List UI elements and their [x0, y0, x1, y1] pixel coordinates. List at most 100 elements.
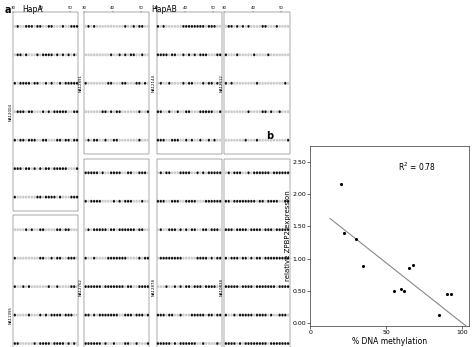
Circle shape	[93, 110, 95, 113]
Circle shape	[253, 228, 255, 231]
Circle shape	[93, 228, 95, 231]
Circle shape	[107, 171, 109, 174]
Circle shape	[76, 167, 78, 170]
Circle shape	[136, 53, 138, 56]
Circle shape	[31, 25, 33, 28]
Circle shape	[233, 82, 236, 85]
Circle shape	[116, 285, 118, 288]
Circle shape	[110, 139, 112, 142]
Circle shape	[210, 53, 213, 56]
Circle shape	[141, 53, 143, 56]
Circle shape	[276, 228, 278, 231]
Circle shape	[28, 285, 30, 288]
Circle shape	[264, 342, 267, 345]
Circle shape	[287, 342, 289, 345]
Circle shape	[113, 139, 115, 142]
Circle shape	[104, 285, 107, 288]
Circle shape	[174, 53, 176, 56]
Circle shape	[107, 110, 109, 113]
Circle shape	[191, 110, 193, 113]
Circle shape	[199, 25, 201, 28]
Circle shape	[171, 82, 173, 85]
Circle shape	[56, 285, 58, 288]
Circle shape	[25, 196, 27, 198]
Circle shape	[210, 314, 213, 316]
Circle shape	[262, 139, 264, 142]
Circle shape	[216, 139, 219, 142]
Circle shape	[67, 167, 70, 170]
Circle shape	[264, 82, 267, 85]
Circle shape	[165, 110, 168, 113]
Circle shape	[236, 314, 238, 316]
Circle shape	[104, 82, 107, 85]
Circle shape	[205, 82, 207, 85]
Circle shape	[42, 110, 44, 113]
Circle shape	[250, 257, 253, 260]
Circle shape	[136, 110, 138, 113]
Circle shape	[25, 53, 27, 56]
Circle shape	[42, 342, 44, 345]
Circle shape	[191, 228, 193, 231]
Circle shape	[264, 257, 267, 260]
Circle shape	[239, 342, 241, 345]
Bar	[13, 215, 79, 347]
Circle shape	[50, 167, 53, 170]
Circle shape	[273, 200, 275, 203]
Circle shape	[34, 285, 36, 288]
Circle shape	[28, 25, 30, 28]
Circle shape	[228, 82, 230, 85]
Circle shape	[64, 167, 67, 170]
Circle shape	[180, 314, 182, 316]
Circle shape	[34, 25, 36, 28]
Circle shape	[216, 171, 219, 174]
Circle shape	[256, 285, 258, 288]
Circle shape	[267, 110, 269, 113]
Circle shape	[157, 285, 159, 288]
Circle shape	[76, 196, 78, 198]
Circle shape	[17, 196, 19, 198]
Circle shape	[205, 285, 207, 288]
Circle shape	[250, 82, 253, 85]
Circle shape	[133, 342, 135, 345]
Circle shape	[62, 139, 64, 142]
Circle shape	[163, 342, 165, 345]
Circle shape	[276, 200, 278, 203]
Circle shape	[160, 139, 162, 142]
Circle shape	[144, 53, 146, 56]
Y-axis label: relative ZPBP2 expression: relative ZPBP2 expression	[285, 191, 291, 281]
Circle shape	[14, 139, 16, 142]
Circle shape	[67, 314, 70, 316]
Circle shape	[264, 228, 267, 231]
Circle shape	[96, 228, 98, 231]
Text: NA12891: NA12891	[79, 74, 83, 92]
Circle shape	[199, 53, 201, 56]
Circle shape	[256, 200, 258, 203]
Circle shape	[84, 110, 87, 113]
Circle shape	[282, 314, 283, 316]
Circle shape	[53, 314, 55, 316]
Point	[401, 288, 408, 294]
Circle shape	[182, 257, 184, 260]
Circle shape	[144, 200, 146, 203]
Circle shape	[163, 25, 165, 28]
Bar	[13, 12, 79, 211]
Circle shape	[28, 257, 30, 260]
Circle shape	[199, 139, 201, 142]
Circle shape	[191, 53, 193, 56]
Circle shape	[118, 171, 121, 174]
Circle shape	[208, 139, 210, 142]
Circle shape	[247, 314, 250, 316]
Circle shape	[239, 82, 241, 85]
Text: a: a	[5, 5, 11, 15]
Circle shape	[127, 285, 129, 288]
Circle shape	[171, 228, 173, 231]
Circle shape	[48, 25, 50, 28]
Circle shape	[107, 257, 109, 260]
Circle shape	[87, 53, 90, 56]
Circle shape	[233, 171, 236, 174]
Circle shape	[138, 171, 141, 174]
Circle shape	[259, 342, 261, 345]
Circle shape	[193, 314, 196, 316]
Circle shape	[31, 257, 33, 260]
Circle shape	[130, 53, 132, 56]
